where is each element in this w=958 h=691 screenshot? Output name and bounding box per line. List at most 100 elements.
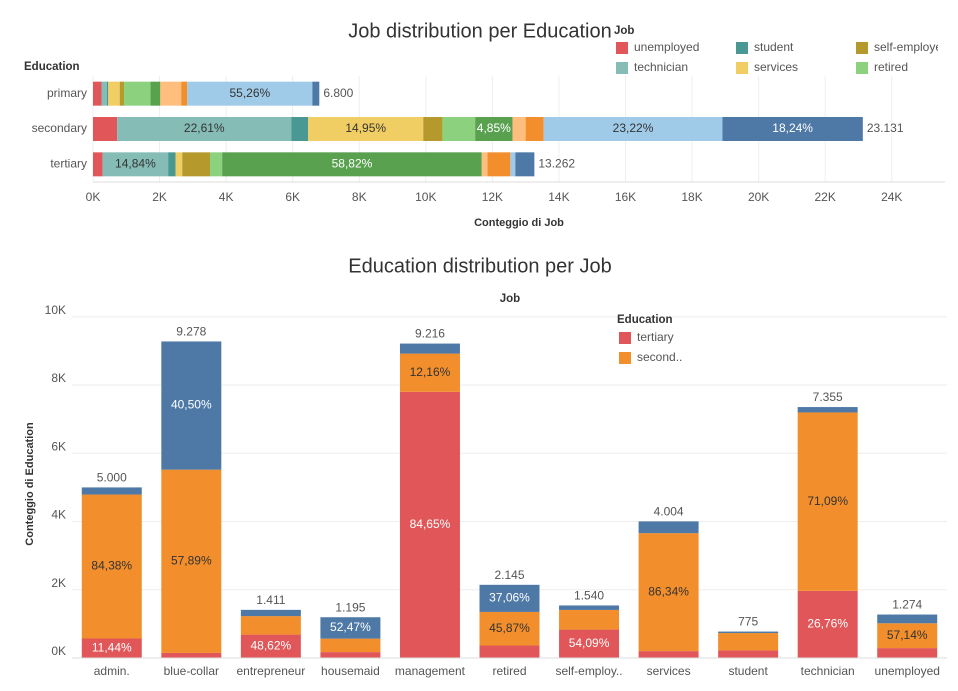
legend-label: primary bbox=[637, 370, 677, 384]
bar-segment bbox=[161, 652, 222, 658]
bar-segment bbox=[240, 609, 301, 617]
total-label: 4.004 bbox=[654, 505, 684, 519]
bar-segment bbox=[479, 584, 540, 612]
bar-segment bbox=[291, 117, 309, 141]
column-header: Job bbox=[500, 293, 520, 305]
bar-segment bbox=[320, 638, 381, 653]
data-label: 23,22% bbox=[613, 121, 654, 135]
bar-segment bbox=[150, 81, 161, 106]
x-tick-label: unemployed bbox=[875, 664, 940, 678]
data-label: 11,44% bbox=[92, 640, 132, 654]
x-tick-label: admin. bbox=[94, 664, 130, 678]
total-label: 9.278 bbox=[176, 325, 206, 339]
bar-segment bbox=[119, 81, 125, 106]
data-label: 55,26% bbox=[229, 86, 270, 100]
bar-segment bbox=[308, 117, 424, 141]
bar-segment bbox=[797, 407, 858, 413]
x-tick-label: 14K bbox=[548, 190, 569, 204]
total-label: 1.274 bbox=[892, 598, 922, 612]
bar-segment bbox=[399, 353, 460, 392]
data-label: 14,95% bbox=[345, 121, 386, 135]
legend-label: retired bbox=[874, 60, 908, 74]
bar-segment bbox=[81, 494, 142, 639]
data-label: 54,09% bbox=[569, 636, 610, 650]
x-tick-label: student bbox=[728, 664, 768, 678]
bar-segment bbox=[515, 152, 535, 177]
bar-segment bbox=[168, 152, 176, 177]
data-label: 57,14% bbox=[887, 628, 928, 642]
bar-segment bbox=[423, 117, 443, 141]
bar-segment bbox=[161, 341, 222, 470]
bar-segment bbox=[81, 638, 142, 658]
data-label: 84,65% bbox=[410, 517, 451, 531]
legend-label: student bbox=[754, 40, 794, 54]
bar-segment bbox=[718, 650, 779, 658]
bar-segment bbox=[638, 651, 699, 658]
bar-segment bbox=[479, 645, 540, 658]
legend-swatch bbox=[619, 332, 631, 344]
bar-segment bbox=[187, 81, 313, 106]
bar-segment bbox=[481, 152, 488, 177]
bar-segment bbox=[320, 652, 381, 658]
bar-segment bbox=[797, 590, 858, 658]
legend-swatch bbox=[619, 352, 631, 364]
total-label: 23.131 bbox=[867, 121, 904, 135]
bar-segment bbox=[124, 81, 151, 106]
y-axis-title: Conteggio di Education bbox=[24, 422, 36, 546]
bar-segment bbox=[487, 152, 511, 177]
bar-segment bbox=[718, 631, 779, 634]
legend-label: unemployed bbox=[634, 40, 699, 54]
bar-segment bbox=[106, 81, 109, 106]
total-label: 1.411 bbox=[256, 593, 285, 607]
y-tick-label: 2K bbox=[51, 576, 66, 590]
bar-segment bbox=[93, 117, 118, 141]
x-tick-label: entrepreneur bbox=[237, 664, 306, 678]
y-tick-label: 0K bbox=[51, 644, 66, 658]
bar-segment bbox=[722, 117, 863, 141]
bar-segment bbox=[510, 152, 516, 177]
bar-segment bbox=[175, 152, 183, 177]
legend-title: Job bbox=[614, 25, 634, 37]
row-header: Education bbox=[24, 61, 80, 73]
data-label: 22,61% bbox=[184, 121, 225, 135]
bar-segment bbox=[718, 633, 779, 651]
legend: unemployed technician student services self-… bbox=[616, 40, 938, 74]
bar-segment bbox=[209, 152, 223, 177]
data-label: 52,47% bbox=[330, 620, 371, 634]
bar-segment bbox=[399, 391, 460, 658]
y-tick-label: 8K bbox=[51, 371, 66, 385]
bar-segment bbox=[479, 611, 540, 646]
bar-segment bbox=[161, 469, 222, 653]
y-tick-label: 4K bbox=[51, 508, 66, 522]
bar-segment bbox=[117, 117, 292, 141]
bar-segment bbox=[320, 617, 381, 639]
x-tick-label: 10K bbox=[415, 190, 436, 204]
bar-segment bbox=[559, 605, 620, 610]
x-tick-label: 8K bbox=[352, 190, 367, 204]
bar-segment bbox=[240, 634, 301, 658]
data-label: 86,34% bbox=[648, 584, 689, 598]
data-label: 58,82% bbox=[332, 157, 373, 171]
legend-label: technician bbox=[634, 60, 688, 74]
x-tick-label: technician bbox=[801, 664, 855, 678]
legend-swatch bbox=[616, 42, 628, 54]
legend-label: second.. bbox=[637, 350, 682, 364]
bar-segment bbox=[181, 81, 188, 106]
bar-segment bbox=[559, 629, 620, 658]
x-tick-label: 16K bbox=[615, 190, 636, 204]
bar-segment bbox=[101, 81, 107, 106]
data-label: 40,50% bbox=[171, 398, 212, 412]
x-tick-label: management bbox=[395, 664, 466, 678]
bar-segment bbox=[160, 81, 182, 106]
data-label: 26,76% bbox=[807, 617, 848, 631]
bar-segment bbox=[512, 117, 526, 141]
bar-segment bbox=[108, 81, 120, 106]
bar-segment bbox=[442, 117, 476, 141]
x-tick-label: blue-collar bbox=[164, 664, 219, 678]
x-tick-label: 6K bbox=[285, 190, 300, 204]
data-label: 14,84% bbox=[115, 157, 156, 171]
total-label: 1.540 bbox=[574, 589, 604, 603]
total-label: 6.800 bbox=[323, 86, 353, 100]
data-label: 57,89% bbox=[171, 553, 212, 567]
